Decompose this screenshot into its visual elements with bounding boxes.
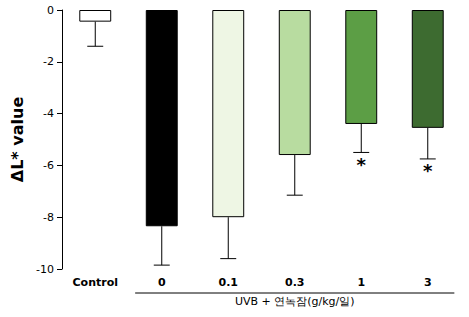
svg-text:UVB + 연녹잠(g/kg/일): UVB + 연녹잠(g/kg/일) [235,295,355,308]
svg-text:1: 1 [357,276,365,289]
svg-text:-4: -4 [43,107,54,120]
svg-text:-10: -10 [36,263,54,276]
svg-text:0.1: 0.1 [219,276,239,289]
svg-text:ΔL* value: ΔL* value [8,97,27,183]
svg-text:0: 0 [158,276,166,289]
svg-text:0.3: 0.3 [285,276,305,289]
svg-text:*: * [357,154,367,175]
svg-text:-8: -8 [43,211,54,224]
svg-text:-6: -6 [43,159,54,172]
svg-text:*: * [423,160,433,181]
svg-text:3: 3 [424,276,432,289]
svg-text:-2: -2 [43,55,54,68]
svg-text:0: 0 [47,4,54,17]
svg-text:Control: Control [73,276,118,289]
